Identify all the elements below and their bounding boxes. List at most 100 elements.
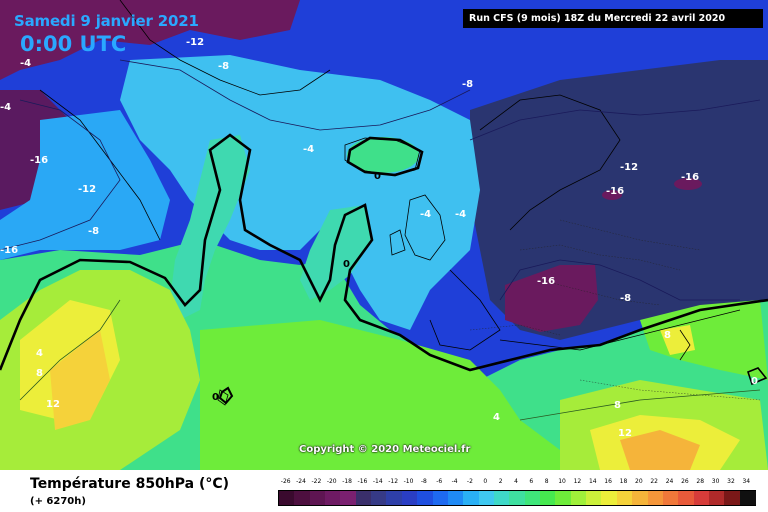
isotherm-label: 12 <box>618 428 632 439</box>
border-line-5 <box>579 379 761 401</box>
scale-label: 12 <box>573 478 582 485</box>
scale-swatch <box>478 491 495 505</box>
isotherm-label: 12 <box>46 399 60 410</box>
europe-cold-isotherm <box>469 99 761 141</box>
forecast-date: Samedi 9 janvier 2021 <box>14 12 199 30</box>
ireland-coast <box>389 229 406 256</box>
color-scale-swatches <box>278 490 756 506</box>
isotherm-label: 0 <box>343 259 350 270</box>
isotherms <box>0 59 768 421</box>
isotherm-label: -12 <box>620 162 638 173</box>
scale-label: -18 <box>342 478 352 485</box>
warm-isotherm-east <box>519 389 761 421</box>
scale-swatch <box>708 491 725 505</box>
iceland-warm-pocket <box>347 137 419 173</box>
east-zero-isotherm <box>747 367 768 386</box>
iberia-coast <box>429 269 501 351</box>
scale-swatch <box>693 491 710 505</box>
isotherm-label: 4 <box>493 412 500 423</box>
scale-label: 24 <box>665 478 674 485</box>
isotherm-label: -8 <box>620 293 631 304</box>
isotherm-label: -12 <box>186 37 204 48</box>
isotherm-label: 8 <box>664 330 671 341</box>
color-scale: -26 -24 -22 -20 -18 -16 -14 -12 -10 -8 -6 -4 -2 0 2 4 6 8… <box>278 478 756 508</box>
isotherm-label: 0 <box>751 376 758 387</box>
lead-time: (+ 6270h) <box>30 496 86 507</box>
scale-swatch <box>355 491 372 505</box>
scale-swatch <box>447 491 464 505</box>
scale-swatch <box>678 491 695 505</box>
north-cold-isotherm <box>119 59 471 131</box>
map-svg: -12 -8 -4 -16 -12 -8 -8 -4 0 -4 -4 -12 -… <box>0 0 768 470</box>
isotherm-label: -4 <box>20 58 31 69</box>
azores-coast <box>217 389 229 406</box>
scale-swatch <box>371 491 388 505</box>
warm-core-west-inner <box>50 330 110 430</box>
scale-swatch <box>340 491 357 505</box>
scale-swatch <box>401 491 418 505</box>
copyright-notice: Copyright © 2020 Meteociel.fr <box>299 444 471 455</box>
greenland-coast <box>119 0 331 96</box>
isotherm-label: -4 <box>303 144 314 155</box>
scale-label: 20 <box>635 478 643 485</box>
scale-label: 30 <box>711 478 720 485</box>
baltic-cold-pocket <box>602 190 622 200</box>
azores-zero-isotherm <box>218 386 234 405</box>
mediterranean-coast <box>499 309 741 351</box>
scale-label: -22 <box>311 478 322 485</box>
scale-swatch <box>555 491 572 505</box>
russia-cold-pocket <box>674 178 702 190</box>
isotherm-label: 8 <box>614 400 621 411</box>
isotherm-label: -16 <box>537 276 555 287</box>
scale-label: -4 <box>451 478 458 485</box>
legend-bar: Température 850hPa (°C) (+ 6270h) -26 -24… <box>0 470 768 512</box>
mid-atlantic-tongue <box>300 205 372 300</box>
scale-swatch <box>294 491 311 505</box>
isotherm-label: -8 <box>88 226 99 237</box>
isotherm-label: -8 <box>218 61 229 72</box>
border-line-1 <box>519 244 681 271</box>
scale-label: 28 <box>696 478 705 485</box>
zero-degree-isotherm <box>0 133 768 372</box>
isotherm-labels: -12 -8 -4 -16 -12 -8 -8 -4 0 -4 -4 -12 -… <box>0 37 758 439</box>
britain-coast <box>404 194 446 261</box>
scale-swatch <box>662 491 679 505</box>
scale-swatch <box>632 491 649 505</box>
scale-swatch <box>509 491 526 505</box>
isotherm-label: 0 <box>212 392 219 403</box>
scale-label: -12 <box>388 478 399 485</box>
scale-swatch <box>432 491 449 505</box>
scale-swatch <box>616 491 633 505</box>
warm-isotherm-west <box>19 299 121 401</box>
scale-swatch <box>724 491 741 505</box>
isotherm-label: -16 <box>606 186 624 197</box>
model-run-label: Run CFS (9 mois) 18Z du Mercredi 22 avri… <box>463 9 763 28</box>
scale-swatch <box>463 491 480 505</box>
sahara-warm-core <box>620 430 700 470</box>
atlantic-cool-band <box>120 55 480 330</box>
isotherm-label: -4 <box>420 209 431 220</box>
scale-label: -10 <box>403 478 414 485</box>
scale-label: 16 <box>604 478 612 485</box>
scale-swatch <box>524 491 541 505</box>
scale-swatch <box>647 491 664 505</box>
west-atlantic-band <box>0 110 170 260</box>
variable-title: Température 850hPa (°C) <box>30 476 230 492</box>
isotherm-label: -16 <box>30 155 48 166</box>
color-scale-labels: -26 -24 -22 -20 -18 -16 -14 -12 -10 -8 -6 -4 -2 0 2 4 6 8… <box>278 478 756 489</box>
scale-label: -8 <box>420 478 427 485</box>
scale-swatch <box>279 491 295 505</box>
scale-label: 0 <box>483 478 488 485</box>
scale-label: -26 <box>280 478 291 485</box>
scale-label: -2 <box>466 478 473 485</box>
isotherm-label: 4 <box>36 348 43 359</box>
isotherm-label: -16 <box>0 245 18 256</box>
scale-swatch <box>309 491 326 505</box>
isotherm-label: -4 <box>455 209 466 220</box>
west-cold-isotherm <box>0 99 121 251</box>
scale-label: 8 <box>544 478 549 485</box>
scale-label: 10 <box>558 478 566 485</box>
scale-swatch <box>739 491 756 505</box>
isotherm-label: -8 <box>462 79 473 90</box>
scale-label: -14 <box>372 478 383 485</box>
